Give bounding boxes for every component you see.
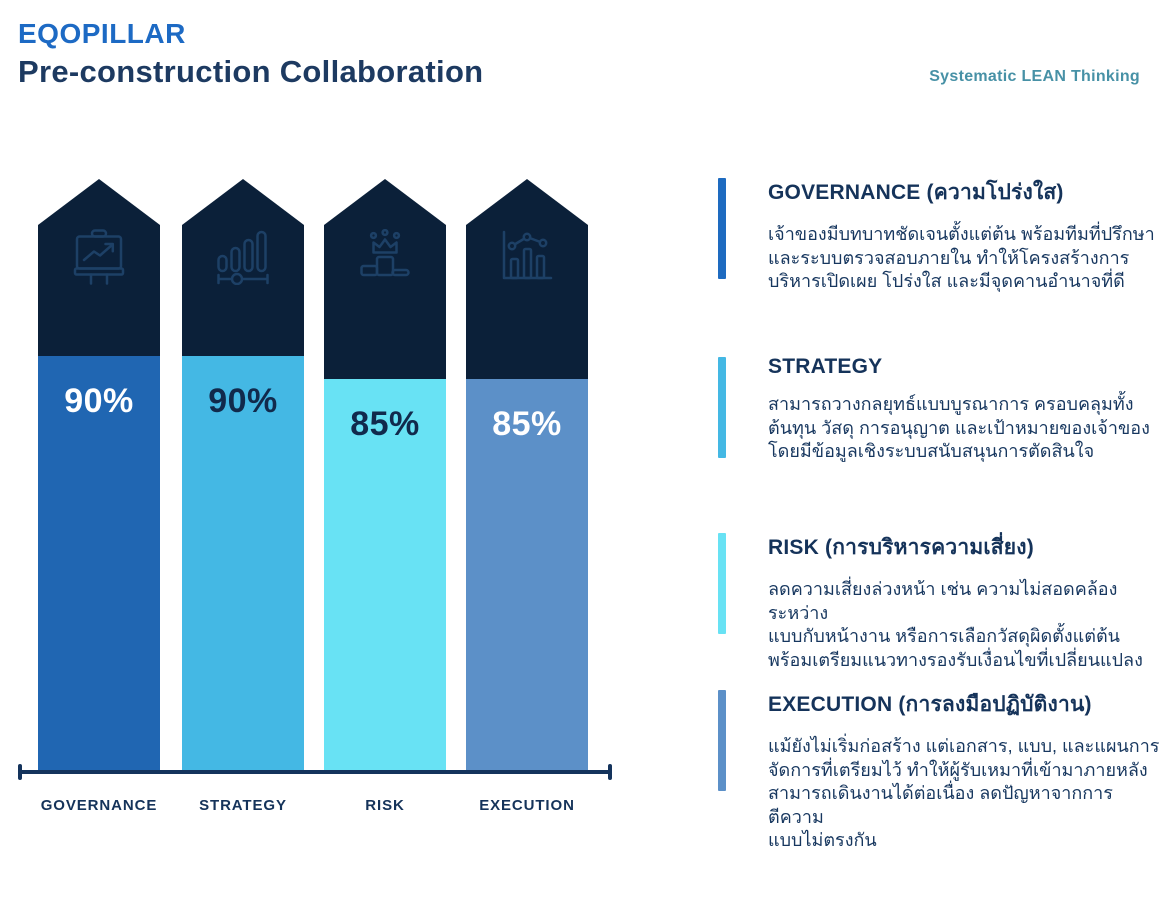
brand-logo-text: Systematic LEAN Thinking bbox=[929, 68, 1140, 85]
x-axis-right-cap bbox=[608, 764, 612, 780]
bar-levels-slider-icon bbox=[217, 230, 269, 285]
bar-value-label: 90% bbox=[208, 382, 278, 420]
combo-chart-icon bbox=[502, 230, 553, 280]
pillar-strategy: 90% bbox=[182, 179, 304, 770]
pillar-roof bbox=[466, 179, 588, 379]
bar-strategy: 90% bbox=[182, 356, 304, 770]
bar-value-label: 85% bbox=[492, 405, 562, 443]
section-title: STRATEGY bbox=[768, 355, 883, 378]
accent-bar-execution bbox=[718, 690, 726, 791]
pillar-roof bbox=[324, 179, 446, 379]
page-title: EQOPILLAR bbox=[18, 18, 186, 49]
x-axis-line bbox=[18, 770, 612, 774]
bar-governance: 90% bbox=[38, 356, 160, 770]
section-strategy: STRATEGY สามารถวางกลยุทธ์แบบบูรณาการ ครอ… bbox=[718, 355, 1158, 464]
pillar-roof bbox=[38, 179, 160, 356]
section-execution: EXECUTION (การลงมือปฏิบัติงาน) แม้ยังไม่… bbox=[718, 688, 1159, 853]
page-subtitle: Pre-construction Collaboration bbox=[18, 54, 484, 89]
x-axis-left-cap bbox=[18, 764, 22, 780]
section-risk: RISK (การบริหารความเสี่ยง) ลดความเสี่ยงล… bbox=[718, 531, 1158, 672]
section-body: แม้ยังไม่เริ่มก่อสร้าง แต่เอกสาร, แบบ, แ… bbox=[768, 736, 1160, 850]
section-body: เจ้าของมีบทบาทชัดเจนตั้งแต่ต้น พร้อมทีมท… bbox=[768, 224, 1155, 291]
presentation-trend-icon bbox=[73, 229, 125, 285]
section-body: ลดความเสี่ยงล่วงหน้า เช่น ความไม่สอดคล้อ… bbox=[768, 579, 1143, 670]
bar-execution: 85% bbox=[466, 379, 588, 770]
category-label-strategy: STRATEGY bbox=[199, 797, 287, 814]
pillar-roof bbox=[182, 179, 304, 356]
category-label-risk: RISK bbox=[365, 797, 405, 814]
section-governance: GOVERNANCE (ความโปร่งใส) เจ้าของมีบทบาทช… bbox=[718, 176, 1158, 294]
section-title: EXECUTION (การลงมือปฏิบัติงาน) bbox=[768, 693, 1092, 716]
pillar-execution: 85% bbox=[466, 179, 588, 770]
pillar-risk: 85% bbox=[324, 179, 446, 770]
bar-value-label: 85% bbox=[350, 405, 420, 443]
category-label-governance: GOVERNANCE bbox=[40, 797, 158, 814]
accent-bar-strategy bbox=[718, 357, 726, 458]
pillar-governance: 90% bbox=[38, 179, 160, 770]
accent-bar-risk bbox=[718, 533, 726, 634]
podium-crown-icon bbox=[360, 229, 410, 277]
section-body: สามารถวางกลยุทธ์แบบบูรณาการ ครอบคลุมทั้ง… bbox=[768, 394, 1150, 461]
accent-bar-governance bbox=[718, 178, 726, 279]
category-label-execution: EXECUTION bbox=[479, 797, 575, 814]
section-title: RISK (การบริหารความเสี่ยง) bbox=[768, 536, 1034, 559]
bar-value-label: 90% bbox=[64, 382, 134, 420]
section-title: GOVERNANCE (ความโปร่งใส) bbox=[768, 181, 1064, 204]
bar-risk: 85% bbox=[324, 379, 446, 770]
